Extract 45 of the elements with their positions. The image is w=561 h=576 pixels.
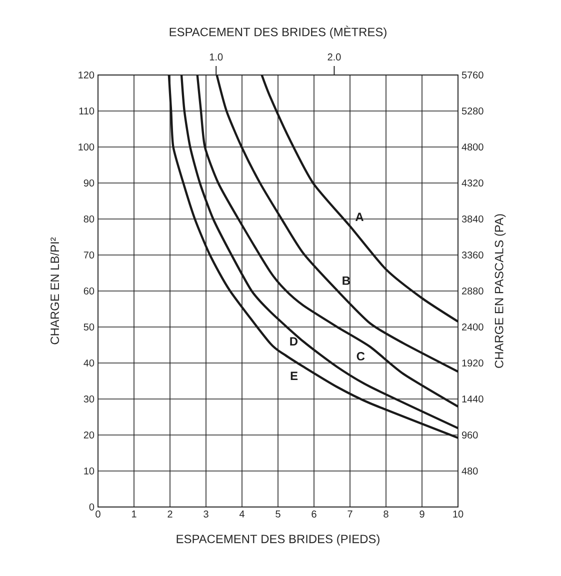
y2-tick-label: 3360 xyxy=(462,251,484,259)
y-tick-label: 120 xyxy=(78,71,94,79)
x-tick-label: 3 xyxy=(204,510,208,518)
y-tick-label: 100 xyxy=(78,143,94,151)
y-tick-label: 30 xyxy=(84,395,94,403)
x-tick-label: 0 xyxy=(96,510,100,518)
x-tick-label: 5 xyxy=(276,510,280,518)
y2-tick-label: 480 xyxy=(462,467,478,475)
series-label: C xyxy=(356,352,365,360)
y-tick-label: 60 xyxy=(84,287,94,295)
y2-tick-label: 5760 xyxy=(462,71,484,79)
x-tick-label: 7 xyxy=(348,510,352,518)
y-tick-label: 20 xyxy=(84,431,94,439)
x2-tick-label: 1.0 xyxy=(210,53,223,60)
y2-tick-label: 3840 xyxy=(462,215,484,223)
y2-tick-label: 1920 xyxy=(462,359,484,367)
x-tick-label: 4 xyxy=(239,510,244,518)
series-label: E xyxy=(290,372,298,380)
x-tick-label: 1 xyxy=(132,510,136,518)
x-tick-label: 10 xyxy=(453,510,464,518)
y2-tick-label: 4320 xyxy=(462,179,484,187)
x-axis-title: ESPACEMENT DES BRIDES (PIEDS) xyxy=(176,534,380,546)
y2-tick-label: 5280 xyxy=(462,107,484,115)
x2-tick-label: 2.0 xyxy=(328,53,341,60)
y-tick-label: 80 xyxy=(84,215,94,223)
x2-axis-title: ESPACEMENT DES BRIDES (MÈTRES) xyxy=(170,26,386,39)
y-axis-title: CHARGE EN LB/PI² xyxy=(50,237,60,344)
y-tick-label: 40 xyxy=(84,359,94,367)
x-tick-label: 6 xyxy=(312,510,316,518)
y-tick-label: 110 xyxy=(79,107,94,115)
y2-axis-title: CHARGE EN PASCALS (PA) xyxy=(494,214,506,368)
y-tick-label: 90 xyxy=(84,179,94,187)
y2-tick-label: 1440 xyxy=(462,395,484,403)
y2-tick-label: 960 xyxy=(462,431,478,439)
y-tick-label: 10 xyxy=(84,467,94,475)
y-tick-label: 50 xyxy=(84,323,94,331)
x-tick-label: 2 xyxy=(168,510,172,518)
y2-tick-label: 2400 xyxy=(462,323,484,331)
x-tick-label: 9 xyxy=(420,510,424,518)
y-tick-label: 0 xyxy=(89,503,94,511)
y2-tick-label: 4800 xyxy=(462,143,484,151)
x-tick-label: 8 xyxy=(384,510,388,518)
series-label: D xyxy=(290,337,298,346)
y-tick-label: 70 xyxy=(84,251,94,259)
y2-tick-label: 2880 xyxy=(462,287,484,295)
